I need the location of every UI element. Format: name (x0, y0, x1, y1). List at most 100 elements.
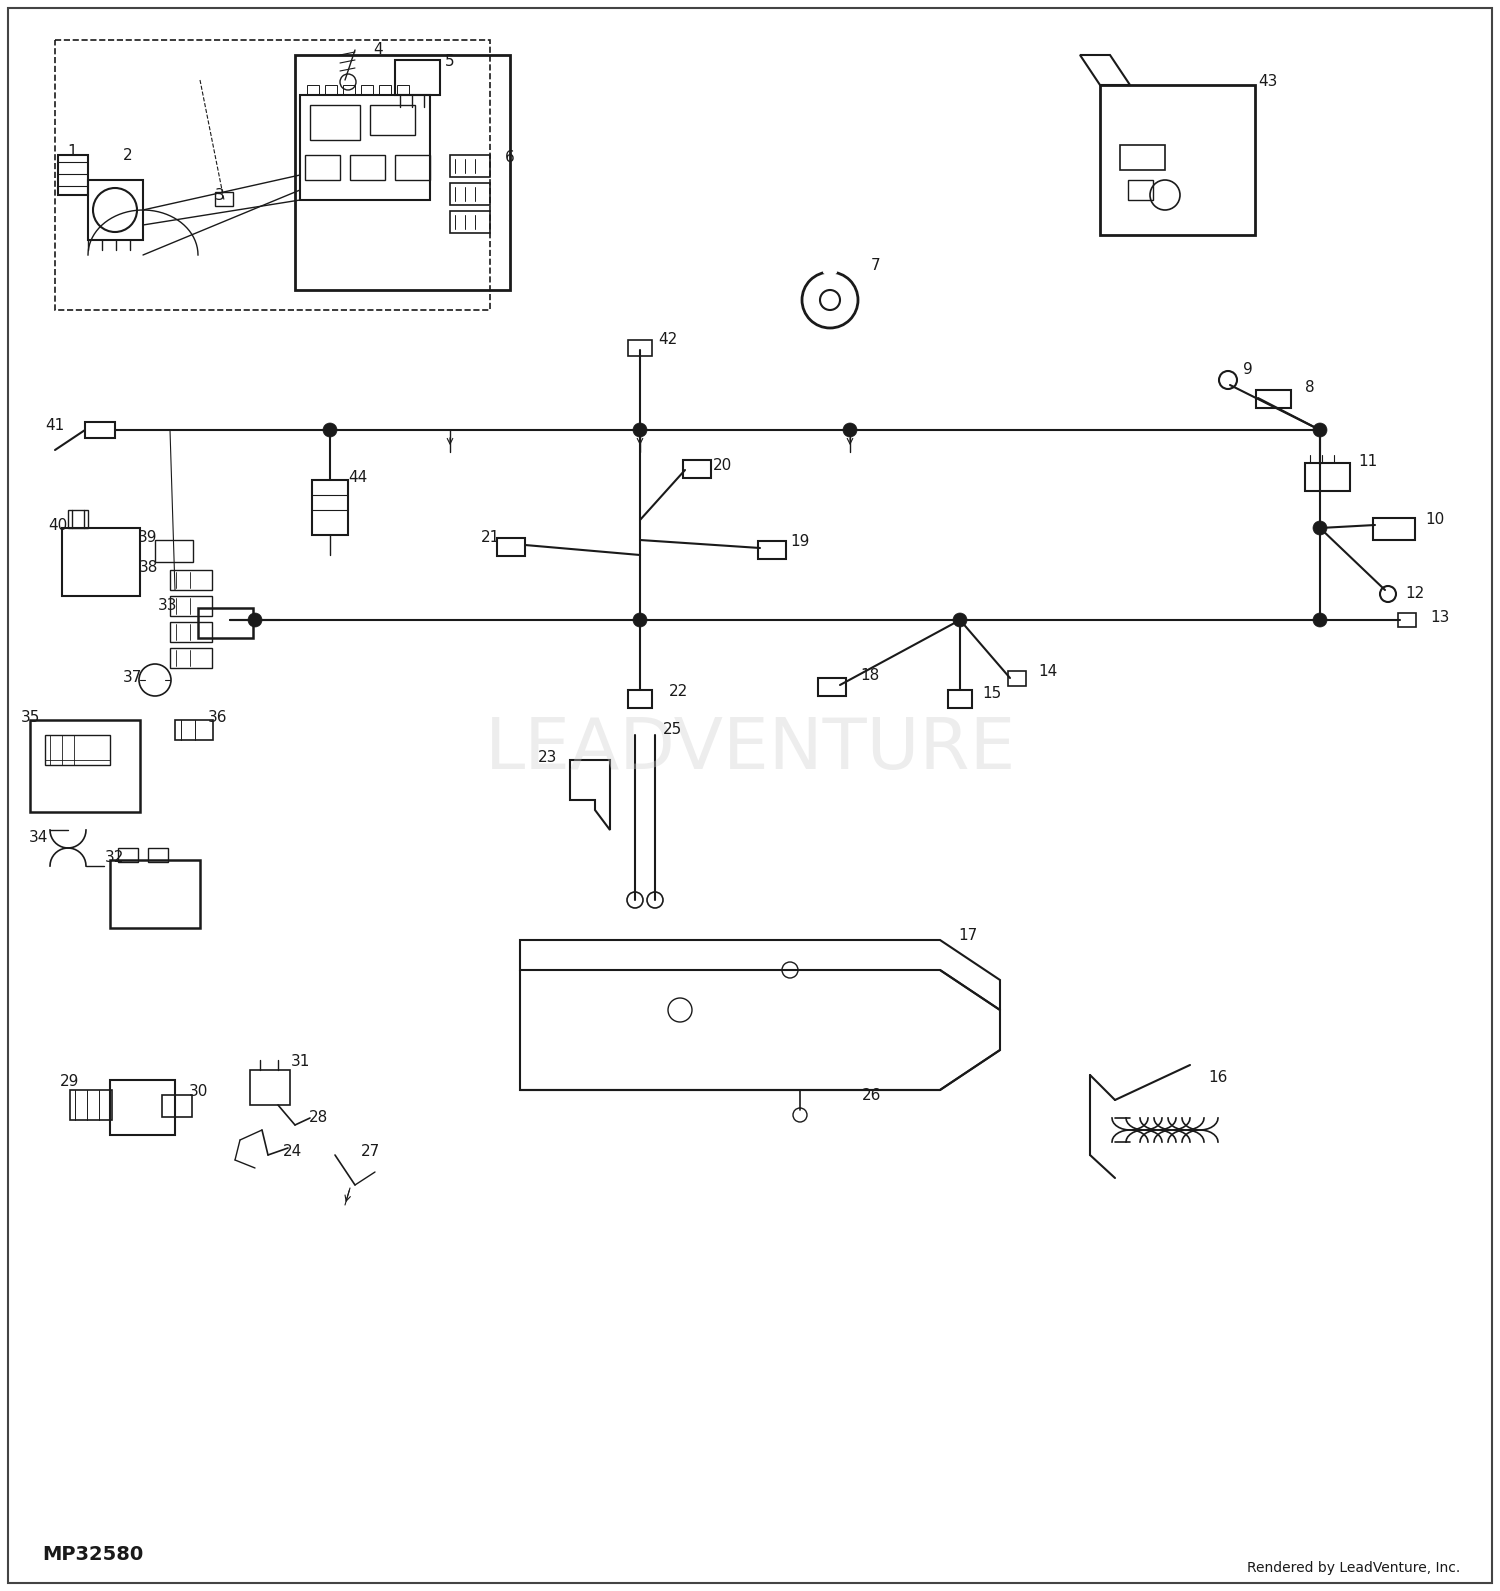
Text: 10: 10 (1425, 512, 1444, 528)
Text: 32: 32 (105, 851, 125, 866)
Bar (162, 1095, 192, 1117)
Text: 34: 34 (28, 831, 48, 845)
Circle shape (1312, 613, 1328, 627)
Text: 42: 42 (658, 333, 678, 347)
Bar (948, 690, 972, 708)
Text: 7: 7 (871, 258, 880, 272)
Bar (350, 154, 386, 180)
Bar (176, 721, 213, 740)
Text: 14: 14 (1038, 665, 1058, 679)
Bar (170, 570, 211, 590)
Text: 16: 16 (1209, 1071, 1227, 1085)
Bar (1398, 613, 1416, 627)
Bar (628, 690, 652, 708)
Bar (118, 848, 138, 862)
Bar (30, 721, 140, 811)
Bar (496, 538, 525, 555)
Bar (170, 597, 211, 616)
Circle shape (248, 613, 262, 627)
Text: 23: 23 (538, 751, 558, 765)
Bar (170, 648, 211, 668)
Text: 4: 4 (374, 43, 382, 57)
Bar (380, 84, 392, 95)
Bar (682, 460, 711, 477)
Text: 43: 43 (1258, 75, 1278, 89)
Bar (1372, 519, 1414, 539)
Text: 13: 13 (1431, 611, 1449, 625)
Circle shape (322, 423, 338, 438)
Text: 39: 39 (138, 530, 158, 546)
Bar (154, 539, 194, 562)
Bar (344, 84, 355, 95)
Bar (394, 60, 439, 95)
Bar (214, 193, 232, 205)
Text: 8: 8 (1305, 380, 1316, 396)
Bar (88, 180, 142, 240)
Text: 19: 19 (790, 533, 810, 549)
Text: 35: 35 (21, 711, 39, 725)
Circle shape (843, 423, 856, 438)
Bar (310, 105, 360, 140)
Bar (758, 541, 786, 558)
Text: 22: 22 (669, 684, 687, 700)
Text: 38: 38 (138, 560, 158, 576)
Bar (70, 1090, 112, 1120)
Bar (1256, 390, 1292, 407)
Text: 12: 12 (1406, 585, 1425, 600)
Bar (628, 340, 652, 356)
Bar (308, 84, 320, 95)
Text: 37: 37 (123, 670, 141, 686)
Bar (1120, 145, 1166, 170)
Circle shape (1312, 423, 1328, 438)
Bar (450, 154, 491, 177)
Text: LEADVENTURE: LEADVENTURE (484, 716, 1016, 784)
Bar (304, 154, 340, 180)
Text: 33: 33 (159, 598, 177, 613)
Bar (86, 422, 116, 438)
Text: 11: 11 (1359, 455, 1377, 469)
Text: MP32580: MP32580 (42, 1545, 144, 1564)
Text: 6: 6 (506, 150, 515, 164)
Text: 18: 18 (861, 668, 879, 684)
Text: 17: 17 (958, 928, 978, 942)
Text: 1: 1 (68, 145, 76, 159)
Text: Rendered by LeadVenture, Inc.: Rendered by LeadVenture, Inc. (1246, 1561, 1460, 1575)
Bar (450, 183, 491, 205)
Bar (110, 861, 200, 928)
Bar (62, 528, 140, 597)
Text: 29: 29 (60, 1074, 80, 1090)
Bar (326, 84, 338, 95)
Text: 26: 26 (862, 1088, 882, 1103)
Text: 5: 5 (446, 54, 454, 70)
Text: 41: 41 (45, 417, 64, 433)
Text: 28: 28 (309, 1111, 327, 1125)
Circle shape (633, 613, 646, 627)
Bar (251, 1071, 290, 1106)
Bar (56, 40, 491, 310)
Bar (1305, 463, 1350, 492)
Bar (148, 848, 168, 862)
Text: 20: 20 (712, 458, 732, 473)
Bar (818, 678, 846, 695)
Text: 2: 2 (123, 148, 134, 162)
Bar (312, 480, 348, 535)
Text: 36: 36 (209, 711, 228, 725)
Text: 27: 27 (360, 1144, 380, 1160)
Bar (450, 212, 491, 232)
Bar (1008, 671, 1026, 686)
Circle shape (1312, 520, 1328, 535)
Text: 31: 31 (291, 1055, 309, 1069)
Bar (296, 56, 510, 290)
Bar (362, 84, 374, 95)
Bar (198, 608, 254, 638)
Circle shape (633, 423, 646, 438)
Text: 24: 24 (282, 1144, 302, 1160)
Text: 30: 30 (189, 1085, 207, 1099)
Bar (1100, 84, 1256, 235)
Bar (45, 735, 110, 765)
Bar (68, 511, 88, 528)
Bar (1128, 180, 1154, 200)
Bar (58, 154, 88, 196)
Bar (394, 154, 430, 180)
Bar (398, 84, 410, 95)
